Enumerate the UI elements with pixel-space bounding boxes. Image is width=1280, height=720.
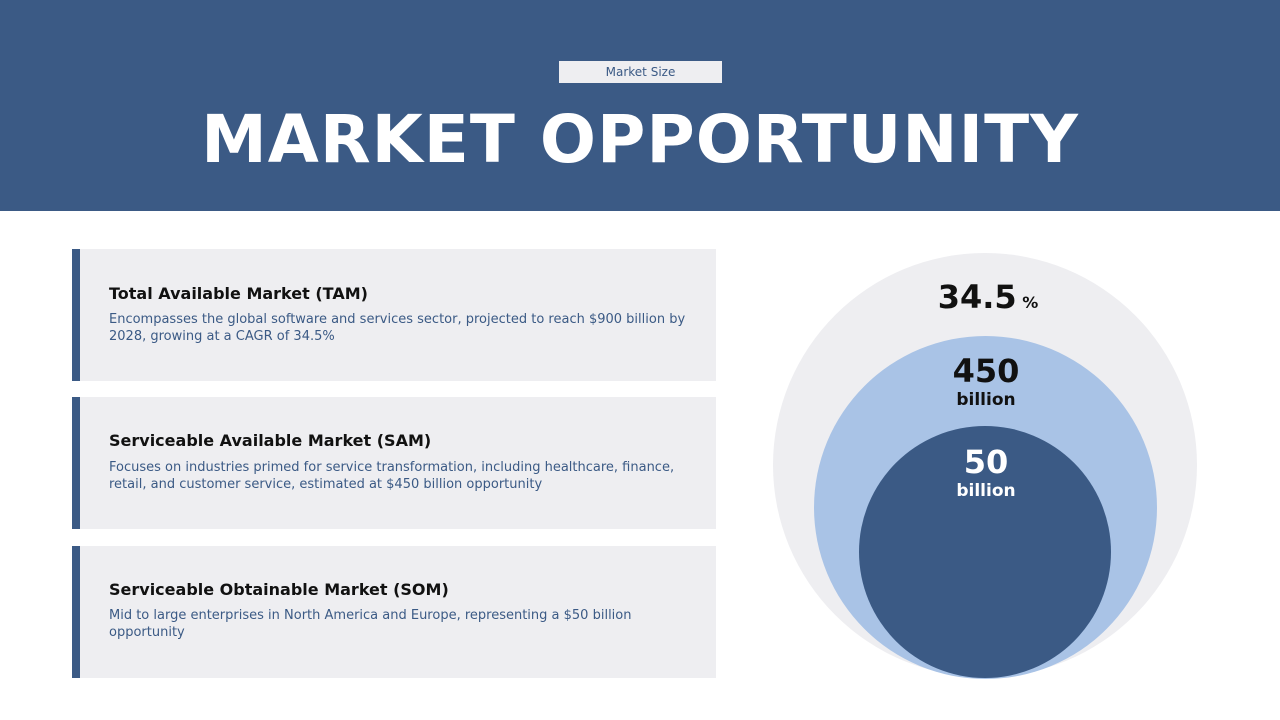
card-description: Focuses on industries primed for service… — [109, 460, 675, 492]
card-description: Mid to large enterprises in North Americ… — [109, 608, 632, 640]
sam-label: 450 billion — [836, 352, 1136, 410]
som-unit: billion — [956, 481, 1016, 501]
tam-card: Total Available Market (TAM) Encompasses… — [72, 249, 716, 381]
card-title: Total Available Market (TAM) — [109, 284, 368, 303]
sam-card: Serviceable Available Market (SAM) Focus… — [72, 397, 716, 529]
card-title: Serviceable Available Market (SAM) — [109, 431, 432, 450]
tam-label: 34.5 % — [838, 278, 1138, 316]
sam-value: 450 — [952, 352, 1020, 390]
sam-unit: billion — [956, 390, 1016, 410]
section-badge: Market Size — [559, 61, 722, 83]
header-band: Market Size MARKET OPPORTUNITY — [0, 0, 1280, 211]
tam-unit: % — [1022, 293, 1039, 312]
card-description: Encompasses the global software and serv… — [109, 312, 686, 344]
tam-value: 34.5 — [937, 278, 1017, 316]
som-value: 50 — [963, 443, 1009, 481]
card-title: Serviceable Obtainable Market (SOM) — [109, 580, 449, 599]
page-title: MARKET OPPORTUNITY — [201, 101, 1079, 178]
som-label: 50 billion — [836, 443, 1136, 501]
som-card: Serviceable Obtainable Market (SOM) Mid … — [72, 546, 716, 678]
som-circle — [859, 426, 1111, 678]
